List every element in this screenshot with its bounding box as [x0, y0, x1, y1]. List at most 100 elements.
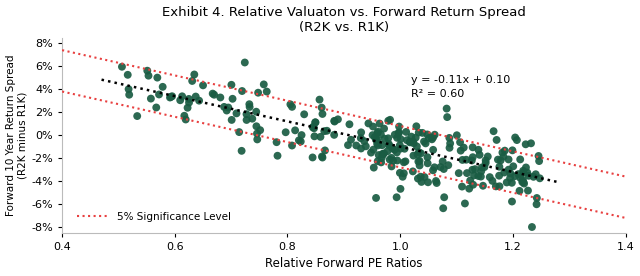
Point [387, 146, 397, 150]
Point [411, 136, 421, 140]
Point [364, 121, 374, 126]
Point [372, 138, 383, 143]
Point [413, 176, 423, 181]
Point [123, 73, 133, 77]
Point [167, 94, 177, 99]
Point [517, 180, 527, 184]
Point [416, 151, 426, 155]
Point [404, 139, 415, 144]
Point [271, 140, 282, 144]
Point [262, 89, 272, 94]
Point [412, 124, 422, 129]
Point [308, 125, 318, 129]
Point [493, 157, 503, 162]
Point [454, 171, 464, 175]
Point [237, 149, 247, 153]
Point [481, 158, 491, 163]
Point [373, 143, 383, 148]
Point [513, 172, 524, 176]
Point [505, 176, 515, 180]
Point [515, 176, 525, 180]
Point [232, 111, 242, 116]
Point [444, 136, 454, 140]
Point [422, 161, 433, 166]
Point [468, 182, 478, 187]
Point [477, 165, 487, 170]
Point [461, 158, 471, 162]
Point [175, 98, 186, 102]
Point [468, 155, 478, 160]
Point [526, 141, 536, 145]
Point [227, 118, 237, 122]
Point [244, 102, 255, 107]
Point [319, 129, 330, 133]
Point [396, 187, 406, 191]
Point [368, 147, 378, 152]
Point [506, 171, 516, 176]
Point [518, 169, 528, 173]
Point [370, 135, 380, 139]
Point [429, 165, 440, 169]
Point [191, 94, 201, 99]
Point [310, 120, 321, 124]
Point [314, 97, 324, 102]
Point [361, 144, 371, 148]
Point [460, 201, 470, 206]
Point [529, 175, 539, 179]
Point [344, 122, 355, 126]
Point [408, 169, 418, 174]
Point [329, 133, 339, 137]
Point [438, 159, 448, 164]
Point [515, 189, 525, 193]
Point [467, 168, 477, 172]
Point [443, 163, 453, 167]
Point [372, 131, 383, 135]
Point [227, 97, 237, 101]
Point [376, 156, 387, 160]
Point [320, 148, 330, 153]
Point [532, 196, 542, 200]
Point [438, 206, 449, 211]
Point [495, 158, 506, 163]
Point [392, 150, 402, 155]
Point [474, 148, 484, 152]
Point [399, 160, 409, 164]
Point [351, 143, 362, 148]
Point [435, 165, 445, 169]
Point [456, 148, 466, 153]
Point [124, 92, 134, 97]
Point [439, 195, 449, 200]
Point [419, 139, 429, 144]
Text: y = -0.11x + 0.10
R² = 0.60: y = -0.11x + 0.10 R² = 0.60 [412, 75, 511, 99]
Point [296, 139, 306, 144]
Point [494, 174, 504, 178]
Point [499, 154, 509, 159]
Point [373, 129, 383, 134]
Legend: 5% Significance Level: 5% Significance Level [73, 207, 235, 226]
Point [404, 140, 415, 145]
Point [184, 97, 194, 101]
Point [308, 125, 318, 129]
Point [442, 115, 452, 119]
Point [287, 105, 297, 109]
Point [504, 157, 514, 162]
Point [366, 150, 376, 155]
Point [317, 154, 327, 159]
Point [309, 126, 319, 131]
Point [368, 124, 378, 129]
Point [237, 89, 247, 93]
Point [423, 180, 433, 184]
Point [483, 154, 493, 159]
Point [518, 170, 529, 175]
Point [189, 72, 200, 77]
Point [534, 176, 545, 181]
Point [379, 126, 389, 131]
Point [497, 150, 508, 155]
Point [521, 165, 531, 170]
Point [392, 136, 402, 140]
Point [359, 139, 369, 143]
Point [372, 159, 383, 163]
X-axis label: Relative Forward PE Ratios: Relative Forward PE Ratios [265, 258, 422, 270]
Point [522, 170, 532, 175]
Point [494, 184, 504, 189]
